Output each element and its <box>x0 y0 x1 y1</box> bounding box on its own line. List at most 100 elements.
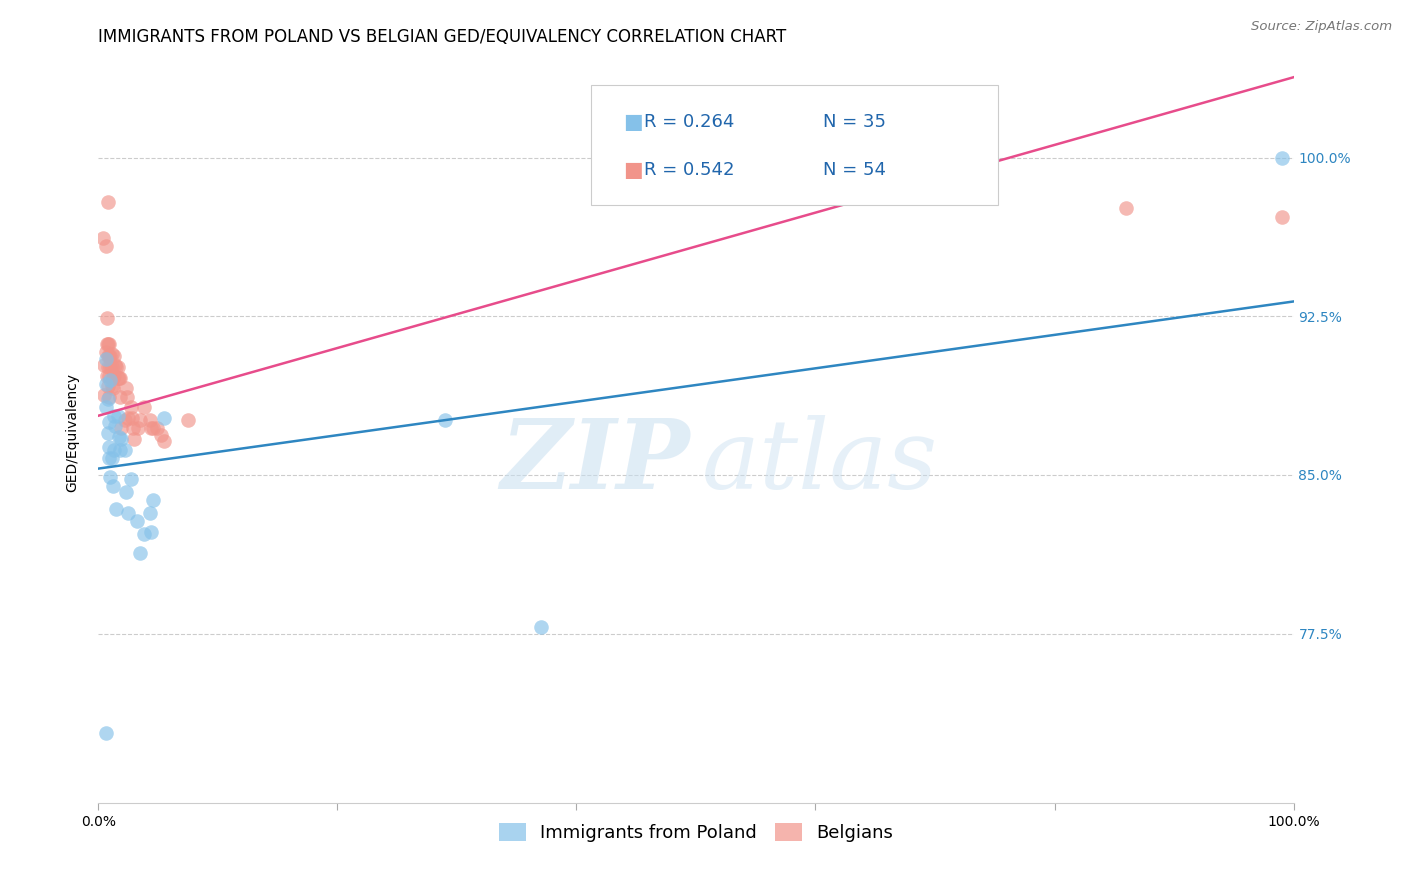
Point <box>108 442 131 457</box>
Point <box>97 425 120 440</box>
Point <box>114 442 136 457</box>
Point <box>110 432 132 446</box>
Text: ZIP: ZIP <box>501 416 690 509</box>
Point <box>108 370 131 384</box>
Point <box>103 368 125 383</box>
Text: ■: ■ <box>623 112 643 132</box>
Point <box>98 390 121 404</box>
Point <box>117 410 139 425</box>
Point <box>107 430 129 444</box>
Point <box>122 421 145 435</box>
Point <box>98 441 121 455</box>
Point <box>96 368 118 383</box>
Point <box>149 427 172 442</box>
Point <box>107 370 129 384</box>
Point <box>107 370 129 384</box>
Point <box>97 195 120 210</box>
Point <box>177 413 200 427</box>
Text: atlas: atlas <box>702 416 938 509</box>
Point <box>94 345 117 359</box>
Point <box>105 359 128 374</box>
Text: Source: ZipAtlas.com: Source: ZipAtlas.com <box>1251 20 1392 33</box>
Point <box>100 450 122 465</box>
Point <box>132 401 155 415</box>
Point <box>153 434 176 448</box>
Point <box>97 350 120 364</box>
Point <box>104 419 127 434</box>
Point <box>98 415 121 429</box>
Point <box>98 368 121 383</box>
Point <box>146 421 169 435</box>
Point <box>101 370 124 384</box>
Point <box>115 484 138 499</box>
Point <box>108 390 131 404</box>
Point <box>434 413 457 427</box>
Point <box>107 409 129 423</box>
Text: R = 0.264: R = 0.264 <box>644 113 734 131</box>
Point <box>91 231 114 245</box>
Point <box>94 351 117 366</box>
Point <box>103 409 125 423</box>
Point <box>103 350 125 364</box>
Point <box>97 359 120 374</box>
Point <box>94 726 117 740</box>
Point <box>97 336 120 351</box>
Y-axis label: GED/Equivalency: GED/Equivalency <box>66 373 80 492</box>
Point <box>139 506 162 520</box>
Point <box>103 442 125 457</box>
Point <box>97 392 120 406</box>
Point <box>120 401 142 415</box>
Point <box>98 336 121 351</box>
Point <box>115 381 138 395</box>
Point <box>94 239 117 253</box>
Point <box>100 347 122 361</box>
Point <box>127 421 149 435</box>
Legend: Immigrants from Poland, Belgians: Immigrants from Poland, Belgians <box>491 815 901 849</box>
Point <box>153 410 176 425</box>
Point <box>98 350 121 364</box>
Point <box>132 527 155 541</box>
Point <box>100 379 122 393</box>
Point <box>96 336 118 351</box>
Point <box>100 359 122 374</box>
Point <box>530 620 553 634</box>
Point <box>142 493 165 508</box>
Point <box>142 421 165 435</box>
Point <box>98 373 122 387</box>
Point <box>139 524 162 539</box>
Point <box>1271 210 1294 224</box>
Point <box>129 546 152 560</box>
Text: N = 35: N = 35 <box>823 113 886 131</box>
Point <box>96 311 118 326</box>
Point <box>104 358 127 372</box>
Point <box>125 515 148 529</box>
Point <box>101 381 124 395</box>
Point <box>139 413 162 427</box>
Text: IMMIGRANTS FROM POLAND VS BELGIAN GED/EQUIVALENCY CORRELATION CHART: IMMIGRANTS FROM POLAND VS BELGIAN GED/EQ… <box>98 28 787 45</box>
Point <box>101 478 124 492</box>
Point <box>1271 151 1294 165</box>
Point <box>114 413 136 427</box>
Point <box>110 421 132 435</box>
Point <box>139 421 162 435</box>
Point <box>117 506 139 520</box>
Point <box>105 501 128 516</box>
Point <box>93 387 115 401</box>
Point <box>98 450 121 465</box>
Point <box>93 358 115 372</box>
Point <box>107 359 129 374</box>
Point <box>97 379 120 393</box>
Point <box>121 410 143 425</box>
Point <box>98 470 122 484</box>
Point <box>98 350 122 364</box>
Point <box>94 376 117 391</box>
Point <box>120 472 142 486</box>
Point <box>94 401 117 415</box>
Point <box>115 390 138 404</box>
Point <box>1115 202 1137 216</box>
Text: R = 0.542: R = 0.542 <box>644 161 734 178</box>
Text: N = 54: N = 54 <box>823 161 886 178</box>
Point <box>98 359 122 374</box>
Text: ■: ■ <box>623 160 643 179</box>
Point <box>129 413 152 427</box>
